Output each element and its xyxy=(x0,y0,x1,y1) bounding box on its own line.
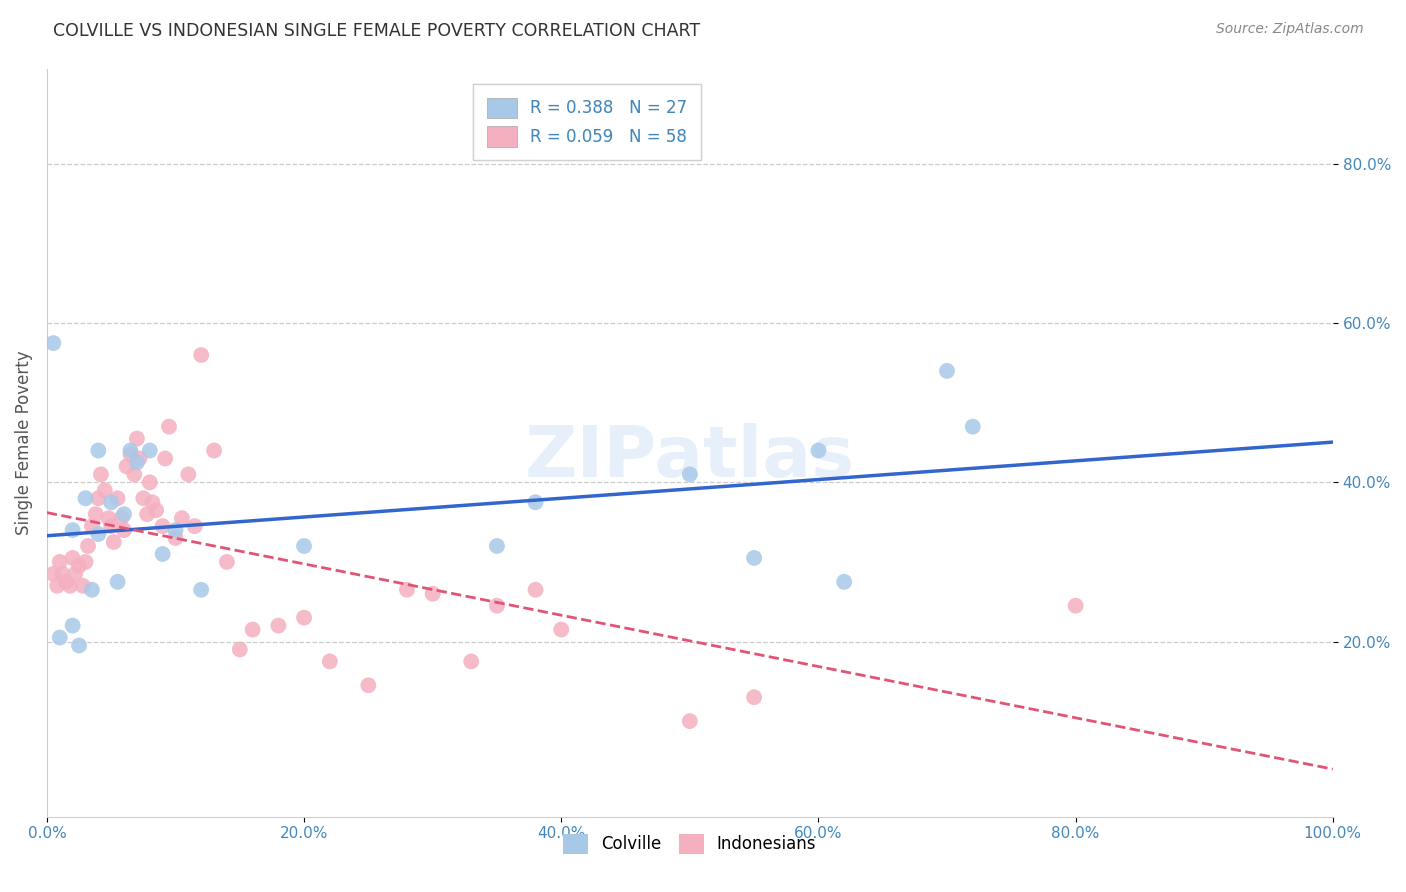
Point xyxy=(87,443,110,458)
Point xyxy=(152,519,174,533)
Text: Source: ZipAtlas.com: Source: ZipAtlas.com xyxy=(1216,22,1364,37)
Point xyxy=(84,507,107,521)
Point xyxy=(242,623,264,637)
Point xyxy=(100,519,122,533)
Point xyxy=(742,551,765,566)
Point xyxy=(59,579,82,593)
Point xyxy=(422,587,444,601)
Point xyxy=(115,459,138,474)
Legend: R = 0.388   N = 27, R = 0.059   N = 58: R = 0.388 N = 27, R = 0.059 N = 58 xyxy=(474,85,700,160)
Point xyxy=(63,566,86,581)
Point xyxy=(679,714,702,728)
Point xyxy=(807,443,830,458)
Point xyxy=(1064,599,1087,613)
Point xyxy=(87,491,110,506)
Point xyxy=(55,574,77,589)
Point xyxy=(90,467,112,482)
Point xyxy=(97,511,120,525)
Point xyxy=(112,523,135,537)
Point xyxy=(87,527,110,541)
Point xyxy=(132,491,155,506)
Point xyxy=(153,451,176,466)
Point xyxy=(139,443,162,458)
Point xyxy=(62,618,84,632)
Point xyxy=(120,448,142,462)
Point xyxy=(485,539,508,553)
Point xyxy=(67,558,90,573)
Point xyxy=(742,690,765,705)
Point xyxy=(267,618,290,632)
Point xyxy=(46,579,69,593)
Point xyxy=(110,511,132,525)
Text: ZIPatlas: ZIPatlas xyxy=(524,423,855,492)
Point xyxy=(936,364,959,378)
Point xyxy=(190,348,212,362)
Point xyxy=(165,523,187,537)
Text: COLVILLE VS INDONESIAN SINGLE FEMALE POVERTY CORRELATION CHART: COLVILLE VS INDONESIAN SINGLE FEMALE POV… xyxy=(53,22,700,40)
Point xyxy=(177,467,200,482)
Point xyxy=(75,555,97,569)
Point xyxy=(107,491,129,506)
Point xyxy=(48,631,70,645)
Point xyxy=(80,582,103,597)
Point xyxy=(94,483,117,498)
Point xyxy=(75,491,97,506)
Point xyxy=(524,582,547,597)
Point xyxy=(107,574,129,589)
Point xyxy=(77,539,100,553)
Point xyxy=(550,623,572,637)
Point xyxy=(136,507,159,521)
Point xyxy=(42,566,65,581)
Point xyxy=(357,678,380,692)
Point xyxy=(679,467,702,482)
Point xyxy=(460,654,482,668)
Point xyxy=(141,495,163,509)
Point xyxy=(145,503,167,517)
Point xyxy=(62,523,84,537)
Point xyxy=(62,551,84,566)
Point xyxy=(157,419,180,434)
Point xyxy=(67,639,90,653)
Point xyxy=(229,642,252,657)
Point xyxy=(80,519,103,533)
Point xyxy=(485,599,508,613)
Point xyxy=(125,455,148,469)
Point xyxy=(139,475,162,490)
Point xyxy=(103,535,125,549)
Point xyxy=(120,443,142,458)
Point xyxy=(124,467,146,482)
Point xyxy=(125,432,148,446)
Point xyxy=(292,539,315,553)
Point xyxy=(184,519,207,533)
Point xyxy=(48,555,70,569)
Point xyxy=(319,654,342,668)
Y-axis label: Single Female Poverty: Single Female Poverty xyxy=(15,351,32,535)
Point xyxy=(72,579,94,593)
Point xyxy=(202,443,225,458)
Point xyxy=(112,507,135,521)
Point xyxy=(128,451,150,466)
Point xyxy=(100,495,122,509)
Point xyxy=(190,582,212,597)
Point xyxy=(42,336,65,351)
Point xyxy=(170,511,193,525)
Point xyxy=(165,531,187,545)
Point xyxy=(51,566,73,581)
Point xyxy=(524,495,547,509)
Point xyxy=(152,547,174,561)
Point xyxy=(215,555,238,569)
Point xyxy=(292,610,315,624)
Point xyxy=(395,582,418,597)
Point xyxy=(832,574,855,589)
Point xyxy=(962,419,984,434)
